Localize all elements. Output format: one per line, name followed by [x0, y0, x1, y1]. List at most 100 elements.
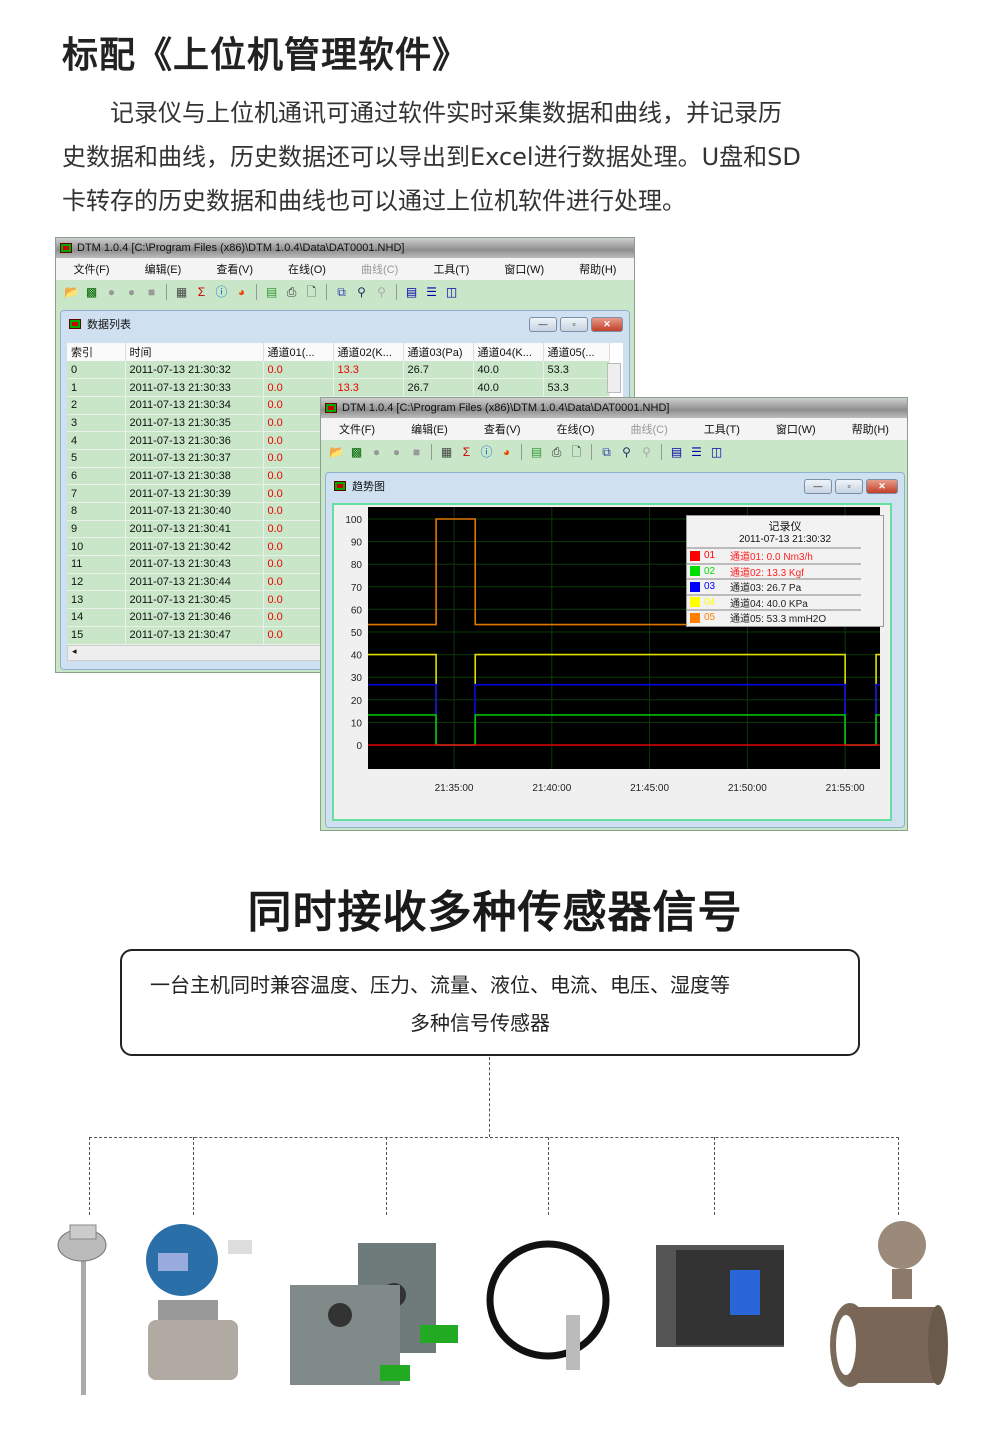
legend-swatch: [690, 612, 700, 623]
vertical-scrollbar[interactable]: [607, 363, 621, 393]
menu-7[interactable]: 帮助(H): [579, 264, 617, 276]
desc-line-1: 一台主机同时兼容温度、压力、流量、液位、电流、电压、湿度等: [150, 973, 730, 997]
panel-meter-image: [656, 1245, 784, 1347]
app-icon: [60, 243, 72, 253]
x-tick-label: 21:55:00: [826, 783, 865, 794]
menu-2[interactable]: 查看(V): [483, 424, 521, 436]
chart-icon[interactable]: ◕: [502, 445, 511, 459]
child-title: 数据列表: [87, 319, 131, 331]
tile-horizontal-icon[interactable]: ☰: [426, 285, 437, 299]
table-row[interactable]: 0 2011-07-13 21:30:32 0.0 13.3 26.7 40.0 53.3: [67, 361, 610, 380]
column-header[interactable]: 通道01(...: [263, 343, 334, 361]
open-folder-icon[interactable]: 📂: [329, 445, 344, 459]
column-header[interactable]: 通道05(...: [543, 343, 610, 361]
table-cell: 2011-07-13 21:30:37: [125, 449, 264, 468]
minimize-button[interactable]: —: [804, 479, 832, 494]
cascade-icon[interactable]: ▤: [670, 445, 683, 459]
connector-drop: [714, 1137, 715, 1215]
find-icon[interactable]: ⚲: [642, 445, 651, 459]
stop-icon[interactable]: ■: [412, 445, 421, 459]
tile-vertical-icon[interactable]: ◫: [710, 445, 723, 459]
table-cell: 0.0: [263, 449, 334, 468]
menu-0[interactable]: 文件(F): [339, 424, 376, 436]
info-icon[interactable]: ⓘ: [215, 285, 228, 299]
copy-icon[interactable]: ⧉: [602, 445, 611, 459]
desc-line-2: 多种信号传感器: [410, 1011, 550, 1035]
stop-icon[interactable]: ■: [147, 285, 156, 299]
record-icon[interactable]: ●: [107, 285, 116, 299]
export-icon[interactable]: ▤: [530, 445, 543, 459]
grid-icon[interactable]: ▦: [440, 445, 453, 459]
pause-icon[interactable]: ●: [392, 445, 401, 459]
print-icon[interactable]: ⎙: [286, 285, 297, 299]
table-cell: 10: [67, 537, 126, 557]
column-header[interactable]: 通道04(K...: [473, 343, 544, 361]
table-row[interactable]: 1 2011-07-13 21:30:33 0.0 13.3 26.7 40.0 53.3: [67, 378, 610, 397]
zoom-icon[interactable]: ⚲: [622, 445, 631, 459]
cascade-icon[interactable]: ▤: [405, 285, 418, 299]
restore-button[interactable]: ▫: [560, 317, 588, 332]
grid-icon[interactable]: ▦: [175, 285, 188, 299]
menu-6[interactable]: 窗口(W): [504, 264, 545, 276]
table-cell: 2011-07-13 21:30:44: [125, 573, 264, 592]
trend-icon[interactable]: ▩: [350, 445, 363, 459]
section-title: 同时接收多种传感器信号: [247, 887, 743, 938]
table-cell: 2011-07-13 21:30:38: [125, 467, 264, 486]
window-title: DTM 1.0.4 [C:\Program Files (x86)\DTM 1.…: [77, 242, 405, 254]
preview-icon[interactable]: 🗋: [306, 285, 317, 299]
legend-code: 04: [704, 596, 716, 608]
tile-horizontal-icon[interactable]: ☰: [691, 445, 702, 459]
close-button[interactable]: ✕: [866, 479, 898, 494]
column-header[interactable]: 通道02(K...: [333, 343, 404, 361]
menu-5[interactable]: 工具(T): [433, 264, 470, 276]
print-icon[interactable]: ⎙: [551, 445, 562, 459]
legend-text: 通道04: 40.0 KPa: [730, 598, 808, 610]
preview-icon[interactable]: 🗋: [571, 445, 582, 459]
close-button[interactable]: ✕: [591, 317, 623, 332]
export-icon[interactable]: ▤: [265, 285, 278, 299]
menu-0[interactable]: 文件(F): [73, 264, 110, 276]
menu-3[interactable]: 在线(O): [288, 264, 326, 276]
trend-icon[interactable]: ▩: [85, 285, 98, 299]
tile-vertical-icon[interactable]: ◫: [445, 285, 458, 299]
sum-icon[interactable]: Σ: [462, 445, 471, 459]
table-cell: 2011-07-13 21:30:46: [125, 608, 264, 627]
menu-5[interactable]: 工具(T): [703, 424, 740, 436]
electromagnetic-flowmeter-image: [830, 1221, 948, 1387]
y-tick-label: 0: [356, 741, 362, 752]
menu-4[interactable]: 曲线(C): [360, 264, 399, 276]
chart-panel: 0 10 20 30 40 50 60 70 80 90 100 21:35:00 21:40:00 21…: [332, 503, 892, 821]
trend-icon: [334, 481, 346, 491]
minimize-button[interactable]: —: [529, 317, 557, 332]
menu-4[interactable]: 曲线(C): [630, 424, 668, 436]
legend-swatch: [690, 581, 700, 592]
info-icon[interactable]: ⓘ: [480, 445, 493, 459]
menu-2[interactable]: 查看(V): [216, 264, 253, 276]
record-icon[interactable]: ●: [372, 445, 381, 459]
list-icon: [69, 319, 81, 329]
intro-line-3: 卡转存的历史数据和曲线也可以通过上位机软件进行处理。: [62, 187, 686, 215]
find-icon[interactable]: ⚲: [377, 285, 386, 299]
copy-icon[interactable]: ⧉: [337, 285, 346, 299]
y-tick-label: 10: [351, 718, 363, 729]
table-cell: 0.0: [263, 502, 334, 521]
menu-1[interactable]: 编辑(E): [411, 424, 448, 436]
open-folder-icon[interactable]: 📂: [64, 285, 79, 299]
chart-icon[interactable]: ◕: [237, 285, 246, 299]
level-sensor-image: [486, 1240, 610, 1370]
pause-icon[interactable]: ●: [127, 285, 136, 299]
sum-icon[interactable]: Σ: [197, 285, 206, 299]
restore-button[interactable]: ▫: [835, 479, 863, 494]
menu-6[interactable]: 窗口(W): [775, 424, 816, 436]
column-header[interactable]: 时间: [125, 343, 264, 361]
zoom-icon[interactable]: ⚲: [357, 285, 366, 299]
trend-window: DTM 1.0.4 [C:\Program Files (x86)\DTM 1.…: [320, 397, 908, 831]
menu-3[interactable]: 在线(O): [556, 424, 595, 436]
legend-item: 02 通道02: 13.3 Kgf: [687, 562, 861, 579]
y-tick-label: 20: [351, 696, 363, 707]
table-cell: 2011-07-13 21:30:33: [125, 378, 264, 397]
menu-7[interactable]: 帮助(H): [851, 424, 889, 436]
column-header[interactable]: 索引: [67, 343, 126, 361]
column-header[interactable]: 通道03(Pa): [403, 343, 474, 361]
menu-1[interactable]: 编辑(E): [144, 264, 182, 276]
